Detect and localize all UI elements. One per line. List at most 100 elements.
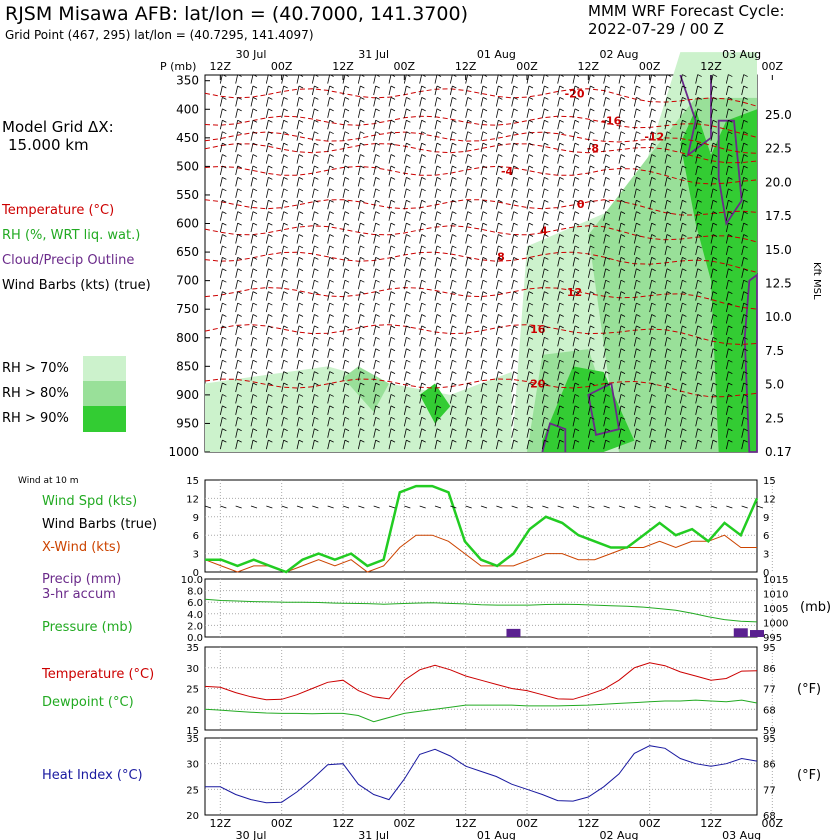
wind-barb bbox=[541, 85, 545, 96]
wind-barb-flag bbox=[390, 85, 396, 89]
wind-barb-flag bbox=[620, 108, 626, 112]
wind-barb bbox=[219, 257, 223, 267]
wind-barb bbox=[311, 120, 315, 130]
wind-barb bbox=[649, 154, 653, 164]
wind-barb bbox=[342, 257, 346, 267]
wind-barb bbox=[296, 348, 300, 358]
wind-barb-flag bbox=[528, 405, 534, 409]
wind-barb bbox=[388, 234, 392, 244]
wind-barb-flag bbox=[237, 177, 242, 180]
wind-barb bbox=[281, 302, 285, 313]
wind-barb-flag bbox=[467, 165, 472, 169]
surface-wind-barb bbox=[419, 505, 426, 509]
wind-barb-flag bbox=[590, 371, 595, 374]
wind-barb-flag bbox=[268, 336, 273, 340]
wind-barb bbox=[741, 257, 745, 267]
wind-barb-flag bbox=[620, 394, 626, 397]
wind-barb-flag bbox=[528, 165, 534, 169]
wind-barb-flag bbox=[252, 188, 258, 192]
wind-barb-flag bbox=[467, 234, 472, 237]
wind-barb-flag bbox=[651, 234, 656, 237]
temp-contour-5 bbox=[204, 199, 758, 216]
wind-barb-flag bbox=[590, 314, 595, 317]
wind-barb-flag bbox=[360, 154, 365, 157]
wind-barb-flag bbox=[743, 245, 748, 249]
wind-barb-flag bbox=[544, 234, 549, 237]
wind-barb-flag bbox=[513, 268, 518, 272]
wind-barb bbox=[373, 257, 377, 267]
wind-barb-flag bbox=[237, 325, 242, 329]
wind-barb bbox=[664, 222, 668, 233]
wind-barb-flag bbox=[590, 74, 595, 77]
wind-barb-flag bbox=[697, 97, 702, 100]
wind-barb-flag bbox=[406, 211, 411, 215]
wind-barb-flag bbox=[528, 394, 534, 397]
wind-barb-flag bbox=[605, 154, 610, 157]
wind-barb bbox=[480, 211, 484, 221]
wind-barb bbox=[679, 177, 683, 187]
wind-barb-flag bbox=[651, 199, 656, 203]
wind-barb bbox=[664, 211, 668, 221]
model-grid-value: 15.000 km bbox=[8, 136, 89, 154]
surface-wind-barb bbox=[618, 505, 626, 509]
precip-ytick-5: 10.0 bbox=[181, 575, 203, 586]
wind-barb-flag bbox=[344, 416, 350, 420]
wind-barb-flag bbox=[574, 359, 580, 363]
wind-barb-flag bbox=[406, 74, 411, 77]
wind-barb bbox=[465, 314, 469, 324]
wind-barb-flag bbox=[222, 85, 227, 89]
wind-barb bbox=[526, 417, 530, 427]
wind-barb-flag bbox=[743, 222, 748, 226]
wind-barb bbox=[449, 165, 453, 176]
wind-barb bbox=[357, 257, 361, 267]
wind-barb bbox=[480, 394, 484, 404]
wind-barb-flag bbox=[436, 371, 442, 374]
wind-barb-flag bbox=[237, 165, 242, 169]
wind-barb bbox=[695, 371, 699, 381]
wind-barb bbox=[434, 314, 438, 324]
wind-barb-flag bbox=[360, 279, 365, 283]
wind-barb-flag bbox=[360, 314, 365, 317]
wind-barb bbox=[526, 268, 530, 278]
wind-barb-flag bbox=[712, 97, 718, 100]
wind-barb bbox=[557, 348, 561, 358]
wind-barb bbox=[296, 200, 300, 210]
wind-barb bbox=[695, 143, 699, 153]
wind-barb-flag bbox=[682, 405, 687, 409]
wind-barb-flag bbox=[605, 108, 610, 112]
surface-wind-barb bbox=[572, 505, 580, 509]
wind-barb-flag bbox=[268, 302, 273, 306]
wind-barb bbox=[649, 257, 653, 267]
wind-barb-flag bbox=[298, 325, 304, 329]
wind-barb bbox=[449, 257, 453, 267]
wind-barb bbox=[480, 325, 484, 335]
wind-barb-flag bbox=[620, 222, 626, 226]
wind-barb bbox=[465, 154, 469, 164]
wind-barb bbox=[511, 85, 515, 96]
wind-barb-flag bbox=[559, 85, 564, 89]
wind-barb bbox=[296, 291, 300, 301]
wind-barb-flag bbox=[482, 359, 488, 363]
wind-barb bbox=[465, 428, 469, 438]
wind-barb bbox=[695, 245, 699, 256]
kft-tick-8: 5.0 bbox=[765, 378, 784, 392]
wind-barb bbox=[388, 97, 392, 107]
wind-barb bbox=[342, 200, 346, 210]
wind-barb bbox=[725, 394, 729, 404]
wind-barb-flag bbox=[728, 177, 733, 180]
wind-barb bbox=[741, 74, 745, 84]
wind-barb bbox=[235, 85, 239, 96]
wind-barb-flag bbox=[697, 108, 702, 112]
wind-barb-flag bbox=[237, 74, 242, 77]
wind-barb bbox=[603, 268, 607, 278]
wind-barb-flag bbox=[344, 222, 350, 226]
wind-barb bbox=[603, 440, 607, 450]
wind-barb-flag bbox=[222, 177, 227, 180]
wind-barb-flag bbox=[743, 416, 748, 420]
wind-barb bbox=[296, 85, 300, 96]
wind-barb bbox=[250, 314, 254, 324]
wind-barb-flag bbox=[268, 211, 273, 215]
wind-barb bbox=[434, 257, 438, 267]
wind-barb bbox=[633, 268, 637, 278]
wind-barb-flag bbox=[513, 279, 518, 283]
